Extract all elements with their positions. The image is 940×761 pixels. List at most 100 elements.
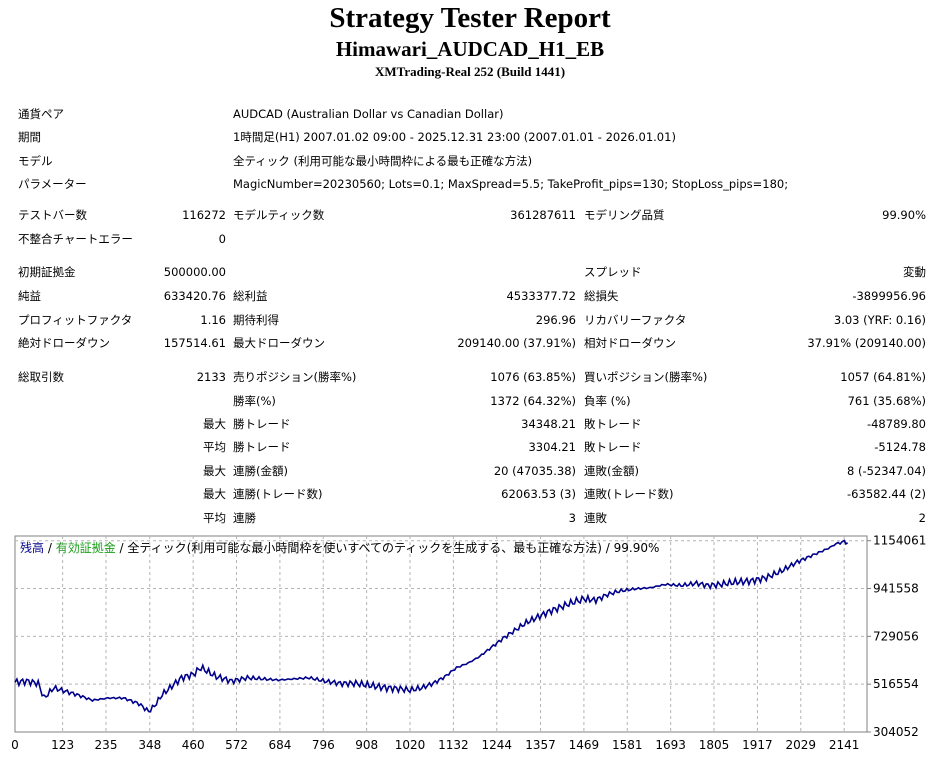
gross-profit-label: 総利益 [233, 289, 268, 303]
test-bars-label: テストバー数 [18, 208, 87, 222]
x-tick-label: 908 [355, 738, 378, 752]
rel-drawdown-label: 相対ドローダウン [584, 336, 676, 350]
avg-cons-label: 平均 [203, 511, 226, 525]
gross-loss-value: -3899956.96 [852, 289, 926, 303]
x-tick-label: 0 [11, 738, 19, 752]
initial-deposit-label: 初期証拠金 [18, 265, 76, 279]
avg-cons-wins-label: 連勝 [233, 511, 256, 525]
max-cons-losses-label: 連敗(金額) [584, 464, 639, 478]
legend-separator: / [44, 541, 56, 555]
setting-label-model: モデル [18, 154, 53, 168]
total-trades-label: 総取引数 [18, 370, 64, 384]
max-cons-loss-value: -63582.44 (2) [847, 487, 926, 501]
x-tick-label: 123 [51, 738, 74, 752]
loss-rate-label: 負率 (%) [584, 394, 631, 408]
largest-loss-value: -48789.80 [866, 417, 926, 431]
setting-value-parameters: MagicNumber=20230560; Lots=0.1; MaxSprea… [233, 177, 789, 191]
total-trades-value: 2133 [196, 370, 226, 384]
recovery-factor-label: リカバリーファクタ [584, 313, 687, 327]
legend-equity: 有効証拠金 [56, 540, 116, 555]
chart-legend: 残高 / 有効証拠金 / 全ティック(利用可能な最小時間枠を使いすべてのティック… [20, 540, 659, 555]
balance-line [14, 539, 849, 713]
x-tick-label: 1693 [655, 738, 686, 752]
x-tick-label: 460 [182, 738, 205, 752]
x-tick-label: 1917 [742, 738, 773, 752]
x-tick-label: 1581 [612, 738, 643, 752]
net-profit-label: 純益 [18, 289, 41, 303]
y-tick-label: 304052 [873, 725, 919, 739]
grid [15, 536, 867, 732]
initial-deposit-value: 500000.00 [163, 265, 226, 279]
x-tick-label: 235 [95, 738, 118, 752]
y-tick-label: 1154061 [873, 534, 926, 548]
setting-label-symbol: 通貨ペア [18, 107, 64, 121]
abs-drawdown-value: 157514.61 [163, 336, 226, 350]
x-tick-label: 684 [268, 738, 291, 752]
modeling-quality-value: 99.90% [882, 208, 926, 222]
report-title: Strategy Tester Report [329, 2, 611, 34]
largest-win-label: 勝トレード [233, 417, 291, 431]
expected-payoff-value: 296.96 [535, 313, 576, 327]
short-positions-value: 1076 (63.85%) [490, 370, 576, 384]
setting-value-model: 全ティック (利用可能な最小時間枠による最も正確な方法) [233, 154, 533, 168]
y-axis: 304052 516554 729056 941558 1154061 [867, 534, 926, 739]
setting-label-period: 期間 [18, 130, 41, 144]
x-tick-label: 1357 [525, 738, 556, 752]
spread-value: 変動 [903, 265, 926, 279]
x-tick-label: 2141 [829, 738, 860, 752]
x-tick-label: 572 [225, 738, 248, 752]
x-tick-label: 2029 [786, 738, 817, 752]
max-cons-wins-label: 連勝(金額) [233, 464, 288, 478]
gross-loss-label: 総損失 [584, 289, 619, 303]
max-cons2-label: 最大 [203, 487, 226, 501]
x-tick-label: 1805 [699, 738, 730, 752]
legend-balance: 残高 [20, 540, 44, 555]
setting-label-parameters: パラメーター [18, 177, 87, 191]
max-cons-losses-value: 8 (-52347.04) [847, 464, 926, 478]
rel-drawdown-value: 37.91% (209140.00) [807, 336, 926, 350]
x-tick-label: 1020 [395, 738, 426, 752]
win-rate-label: 勝率(%) [233, 394, 276, 408]
long-positions-label: 買いポジション(勝率%) [584, 370, 708, 384]
x-tick-label: 348 [138, 738, 161, 752]
x-axis: 0 123 235 348 460 572 684 796 908 1020 1132 1244 135… [11, 738, 859, 752]
max-cons-wins-value: 20 (47035.38) [493, 464, 576, 478]
long-positions-value: 1057 (64.81%) [840, 370, 926, 384]
largest-win-value: 34348.21 [521, 417, 576, 431]
loss-rate-value: 761 (35.68%) [847, 394, 926, 408]
series-group [14, 539, 849, 713]
net-profit-value: 633420.76 [163, 289, 226, 303]
average-loss-value: -5124.78 [874, 440, 926, 454]
average-win-value: 3304.21 [528, 440, 576, 454]
mismatch-errors-label: 不整合チャートエラー [18, 232, 133, 246]
spread-label: スプレッド [584, 265, 642, 279]
avg-cons-losses-label: 連敗 [584, 511, 607, 525]
avg-cons-wins-value: 3 [568, 511, 576, 525]
x-tick-label: 796 [312, 738, 335, 752]
max-cons-profit-value: 62063.53 (3) [501, 487, 576, 501]
plot-area [14, 535, 868, 733]
largest-label: 最大 [203, 417, 226, 431]
expected-payoff-label: 期待利得 [233, 313, 279, 327]
x-tick-label: 1132 [438, 738, 469, 752]
y-tick-label: 729056 [873, 629, 919, 643]
test-bars-value: 116272 [182, 208, 226, 222]
modeling-quality-label: モデリング品質 [584, 208, 665, 222]
x-tick-label: 1244 [481, 738, 512, 752]
profit-factor-value: 1.16 [200, 313, 226, 327]
y-tick-label: 941558 [873, 582, 919, 596]
average-label: 平均 [203, 440, 226, 454]
mismatch-errors-value: 0 [218, 232, 226, 246]
model-ticks-value: 361287611 [510, 208, 576, 222]
max-cons-profit-label: 連勝(トレード数) [233, 487, 323, 501]
short-positions-label: 売りポジション(勝率%) [233, 370, 357, 384]
max-drawdown-value: 209140.00 (37.91%) [457, 336, 576, 350]
max-cons-label: 最大 [203, 464, 226, 478]
legend-description: / 全ティック(利用可能な最小時間枠を使いすべてのティックを生成する、最も正確な… [116, 540, 660, 555]
average-loss-label: 敗トレード [584, 440, 642, 454]
setting-value-symbol: AUDCAD (Australian Dollar vs Canadian Do… [233, 107, 504, 121]
average-win-label: 勝トレード [233, 440, 291, 454]
abs-drawdown-label: 絶対ドローダウン [18, 336, 110, 350]
setting-value-period: 1時間足(H1) 2007.01.02 09:00 - 2025.12.31 2… [233, 130, 676, 144]
